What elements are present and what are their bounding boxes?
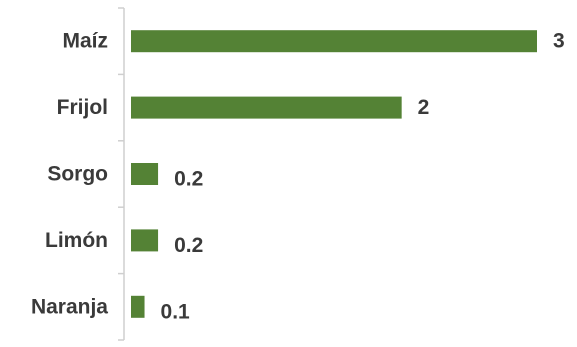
value-label: 0.2 bbox=[174, 168, 203, 191]
category-label: Frijol bbox=[57, 96, 108, 119]
category-label: Naranja bbox=[31, 295, 108, 318]
value-label: 3 bbox=[553, 30, 565, 53]
value-label: 0.1 bbox=[161, 300, 191, 323]
category-label: Limón bbox=[45, 229, 108, 252]
bar bbox=[131, 96, 402, 119]
value-labels-group: 3 2 0.2 0.2 0.1 bbox=[161, 30, 565, 324]
value-label: 0.2 bbox=[174, 234, 203, 257]
category-labels-group: Maíz Frijol Sorgo Limón Naranja bbox=[31, 30, 108, 319]
bar bbox=[131, 30, 537, 53]
bar bbox=[131, 163, 159, 185]
bar bbox=[131, 295, 145, 318]
value-label: 2 bbox=[418, 96, 430, 119]
bars-group bbox=[131, 30, 537, 318]
bar bbox=[131, 229, 159, 252]
category-axis-ticks bbox=[118, 7, 124, 341]
category-label: Sorgo bbox=[47, 163, 108, 186]
category-label: Maíz bbox=[62, 30, 108, 53]
